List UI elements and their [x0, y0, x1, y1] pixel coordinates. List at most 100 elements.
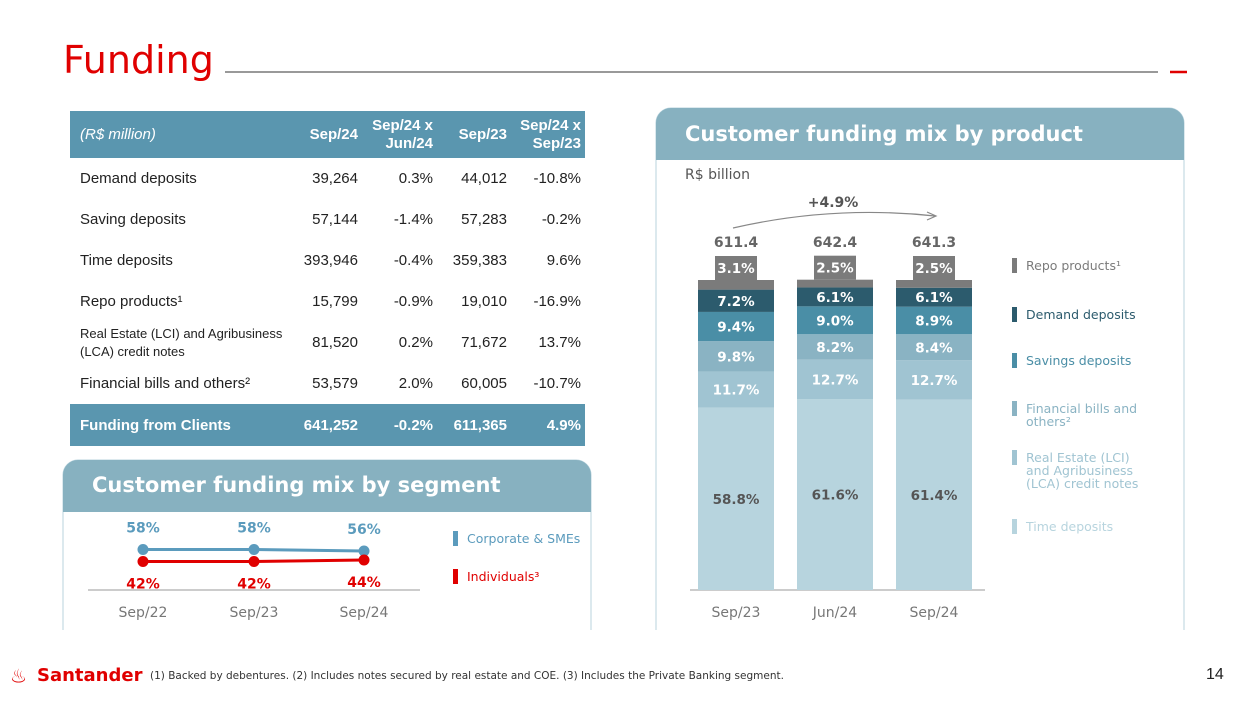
- legend-item: Real Estate (LCI) and Agribusiness (LCA)…: [1012, 450, 1172, 490]
- legend-item: Corporate & SMEs: [453, 531, 580, 546]
- label-box: [715, 256, 757, 280]
- legend-swatch: [1012, 258, 1017, 273]
- value-label: 9.0%: [816, 313, 854, 329]
- table-cell: -10.8%: [533, 170, 581, 187]
- point: [248, 556, 260, 567]
- footnote: (1) Backed by debentures. (2) Includes n…: [150, 670, 784, 682]
- value-label: 6.1%: [816, 290, 854, 306]
- bar-segment: [797, 306, 873, 335]
- legend-swatch: [1012, 307, 1017, 322]
- table-cell: Sep/24: [290, 111, 362, 158]
- bar-segment: [698, 371, 774, 408]
- legend-item: Demand deposits: [1012, 307, 1172, 322]
- bar-segment: [896, 280, 972, 288]
- segment-panel-header: [63, 460, 591, 512]
- table-cell: 57,283: [461, 211, 507, 228]
- value-label: 42%: [237, 577, 271, 593]
- bar-segment: [896, 334, 972, 361]
- value-label: 2.5%: [816, 261, 854, 277]
- legend-label: Corporate & SMEs: [467, 531, 581, 546]
- bar-segment: [896, 306, 972, 335]
- table-cell: Sep/23: [437, 111, 511, 158]
- table-cell: -0.4%: [393, 252, 433, 269]
- table-cell: 19,010: [461, 293, 507, 310]
- value-label: 11.7%: [713, 383, 760, 399]
- x-tick-label: Sep/23: [712, 605, 761, 621]
- table-cell: -0.2%: [362, 404, 437, 446]
- value-label: 42%: [126, 577, 160, 593]
- table-cell: Saving deposits: [80, 211, 186, 228]
- bar-segment: [797, 334, 873, 360]
- legend-label: Financial bills and others²: [1026, 401, 1138, 429]
- table-cell: -0.2%: [541, 211, 581, 228]
- table-row: Saving deposits 57,144 -1.4% 57,283 -0.2%: [70, 199, 585, 240]
- table-cell: 641,252: [290, 404, 362, 446]
- table-cell: 0.3%: [398, 170, 433, 187]
- value-label: 3.1%: [717, 261, 755, 277]
- legend-item: Savings deposits: [1012, 353, 1172, 368]
- table-row: Repo products¹ 15,799 -0.9% 19,010 -16.9%: [70, 281, 585, 322]
- point: [137, 556, 149, 567]
- legend-swatch: [1012, 450, 1017, 465]
- value-label: 58.8%: [713, 492, 760, 508]
- value-label: 44%: [347, 575, 381, 591]
- value-label: 8.9%: [915, 313, 953, 329]
- legend-item: Individuals³: [453, 569, 539, 584]
- table-cell: Time deposits: [80, 252, 173, 269]
- legend-swatch: [1012, 353, 1017, 368]
- table-cell: 393,946: [303, 252, 358, 269]
- legend-label: Individuals³: [467, 569, 540, 584]
- value-label: 12.7%: [812, 372, 859, 388]
- table-cell: 57,144: [312, 211, 358, 228]
- point: [358, 554, 370, 566]
- value-label: 8.2%: [816, 340, 854, 356]
- legend-label: Time deposits: [1026, 519, 1114, 534]
- table-cell: -0.9%: [393, 293, 433, 310]
- x-tick-label: Sep/22: [119, 605, 168, 621]
- product-subtitle: R$ billion: [685, 167, 750, 183]
- table-cell: 15,799: [312, 293, 358, 310]
- table-cell: Real Estate (LCI) and Agribusiness (LCA)…: [80, 325, 283, 359]
- table-cell: (R$ million): [70, 111, 290, 158]
- table-cell: -10.7%: [533, 375, 581, 392]
- product-title: Customer funding mix by product: [685, 122, 1083, 146]
- legend-swatch: [453, 531, 458, 546]
- table-row: Time deposits 393,946 -0.4% 359,383 9.6%: [70, 240, 585, 281]
- table-cell: Funding from Clients: [70, 404, 290, 446]
- page-number: 14: [1206, 666, 1224, 683]
- table-row: Real Estate (LCI) and Agribusiness (LCA)…: [70, 322, 585, 363]
- brand-logo: ♨: [10, 666, 27, 688]
- segment-title: Customer funding mix by segment: [92, 473, 501, 497]
- table-cell: -1.4%: [393, 211, 433, 228]
- label-box: [814, 255, 856, 280]
- table-cell: -16.9%: [533, 293, 581, 310]
- legend-swatch: [1012, 519, 1017, 534]
- value-label: 61.6%: [812, 488, 859, 504]
- bar-segment: [797, 399, 873, 590]
- bar-segment: [896, 360, 972, 400]
- table-cell: 9.6%: [546, 252, 581, 269]
- value-label: 58%: [237, 521, 271, 537]
- growth-arrow-head: [926, 211, 938, 221]
- total-label: 642.4: [813, 235, 858, 251]
- bar-segment: [797, 287, 873, 307]
- value-label: 6.1%: [915, 290, 953, 306]
- value-label: 9.8%: [717, 349, 755, 365]
- table-cell: 53,579: [312, 375, 358, 392]
- legend-swatch: [1012, 401, 1017, 416]
- page-title: Funding: [63, 38, 214, 82]
- point: [248, 544, 260, 555]
- table-cell: Financial bills and others²: [80, 375, 251, 392]
- value-label: 8.4%: [915, 340, 953, 356]
- table-cell: 71,672: [461, 334, 507, 351]
- table-cell: 2.0%: [398, 375, 433, 392]
- value-label: 2.5%: [915, 261, 953, 277]
- legend-label: Real Estate (LCI) and Agribusiness (LCA)…: [1026, 450, 1139, 491]
- bar-segment: [896, 287, 972, 307]
- bar-segment: [698, 311, 774, 342]
- bar-segment: [698, 280, 774, 290]
- bar-segment: [698, 341, 774, 372]
- table-cell: 4.9%: [511, 404, 585, 446]
